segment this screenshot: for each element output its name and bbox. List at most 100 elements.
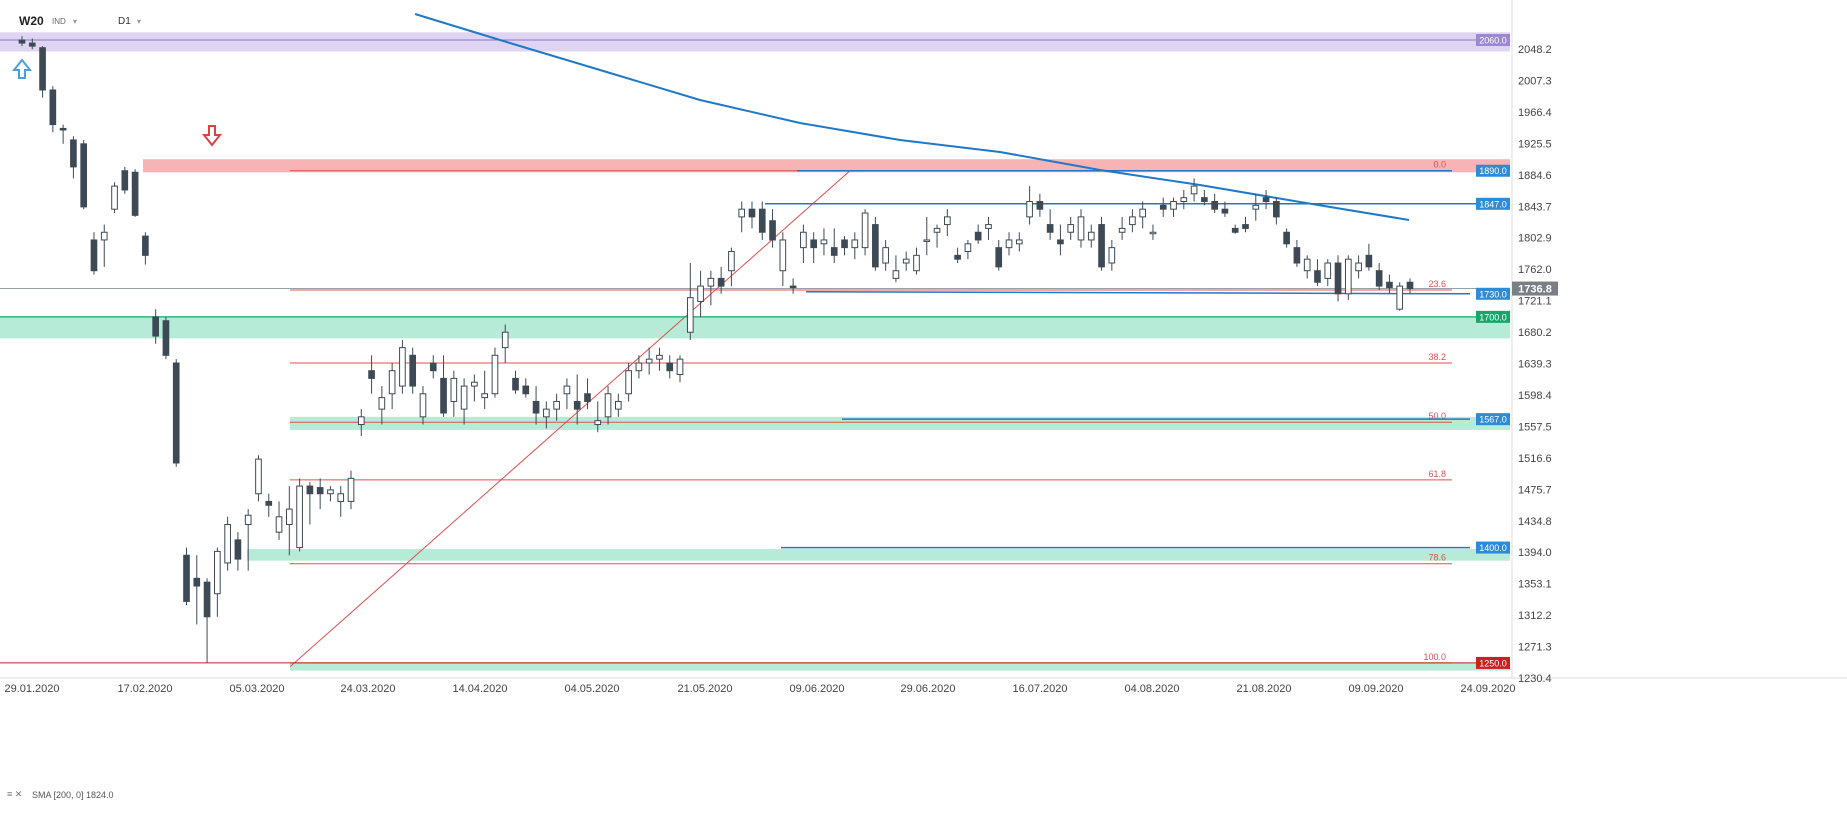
candle: [121, 166, 129, 194]
x-tick-label: 05.03.2020: [229, 683, 284, 695]
candle-body: [440, 377, 447, 414]
candle-body: [337, 493, 345, 502]
fib-label: 50.0: [1428, 411, 1446, 421]
candle-body: [892, 270, 900, 279]
candle: [902, 251, 910, 271]
candle-body: [1324, 262, 1332, 279]
candle-body: [584, 393, 591, 402]
candle: [1283, 228, 1290, 248]
level-tag-text: 1700.0: [1479, 312, 1507, 322]
candle: [697, 270, 704, 317]
candle-body: [1129, 216, 1136, 226]
candle-body: [1108, 247, 1116, 264]
candle: [1026, 186, 1033, 225]
candle: [841, 236, 848, 256]
zone-green: [290, 416, 1510, 430]
timeframe-caret-icon[interactable]: ▾: [137, 17, 142, 26]
candle-body: [645, 358, 653, 364]
candle-body: [471, 381, 478, 387]
candle: [1180, 189, 1188, 210]
candle: [604, 386, 612, 425]
x-tick-label: 09.09.2020: [1348, 683, 1403, 695]
timeframe-label[interactable]: D1: [118, 16, 131, 27]
candle: [347, 470, 355, 510]
candle-body: [131, 171, 139, 216]
current-price-tag: 1736.8: [1512, 281, 1558, 296]
level-tag-text: 1567.0: [1479, 415, 1507, 425]
candle: [964, 239, 972, 260]
candle: [234, 532, 242, 571]
candle-body: [162, 320, 170, 356]
candle: [1201, 189, 1208, 206]
y-tick-label: 1843.7: [1518, 201, 1552, 213]
candle-body: [80, 143, 88, 208]
candle: [645, 347, 653, 375]
candle: [1129, 209, 1136, 233]
candle: [59, 124, 67, 144]
candle-body: [111, 185, 118, 210]
level-tag-text: 2060.0: [1479, 36, 1507, 46]
level-tag: 1730.0: [1476, 287, 1510, 300]
candle-body: [1046, 224, 1054, 233]
level-tag: 1847.0: [1476, 197, 1510, 210]
candle: [779, 232, 787, 287]
candle-body: [327, 489, 334, 495]
candle: [1293, 239, 1301, 267]
candle: [203, 578, 211, 663]
candle-body: [820, 239, 828, 245]
level-tag: 1890.0: [1476, 164, 1510, 177]
candle: [1386, 274, 1393, 294]
candle: [892, 255, 900, 283]
candle: [316, 478, 324, 510]
candle-body: [70, 139, 77, 168]
candle-body: [1375, 270, 1383, 287]
level-tag: 1567.0: [1476, 413, 1510, 426]
candle-body: [1139, 208, 1147, 218]
candle: [1375, 263, 1383, 290]
y-tick-label: 1639.3: [1518, 359, 1552, 371]
sma-indicator-label: SMA [200, 0] 1824.0: [32, 790, 114, 800]
candle-body: [1149, 231, 1157, 235]
candle-body: [1180, 197, 1188, 202]
candle-body: [1386, 281, 1393, 289]
candle-body: [1036, 200, 1044, 210]
y-tick-label: 1762.0: [1518, 264, 1552, 276]
indicator-icons[interactable]: ≡ ✕: [7, 789, 23, 799]
candle: [429, 355, 437, 379]
candle-body: [450, 377, 458, 402]
candle-body: [1252, 204, 1260, 210]
arrow-up-icon: [11, 58, 33, 79]
y-tick-label: 1312.2: [1518, 610, 1552, 622]
candle-body: [1242, 224, 1249, 229]
x-tick-label: 21.08.2020: [1236, 683, 1291, 695]
candle-body: [810, 239, 818, 249]
candle-body: [872, 224, 879, 268]
candle-body: [214, 550, 221, 595]
candle-body: [779, 239, 787, 272]
symbol-caret-icon[interactable]: ▾: [73, 17, 78, 26]
candle-body: [933, 227, 941, 233]
candle-body: [553, 400, 560, 410]
candle-body: [1098, 224, 1105, 268]
fib-label: 61.8: [1428, 469, 1446, 479]
symbol-label[interactable]: W20: [19, 14, 44, 28]
candle: [296, 478, 303, 552]
candle-body: [378, 397, 386, 410]
x-tick-label: 04.08.2020: [1124, 683, 1179, 695]
candle: [1139, 201, 1147, 229]
x-tick-label: 24.03.2020: [340, 683, 395, 695]
candle-body: [306, 485, 314, 495]
candle: [738, 201, 746, 233]
candle: [1262, 189, 1270, 210]
candle-body: [1344, 258, 1352, 295]
candle: [28, 38, 36, 50]
candle: [450, 370, 458, 417]
candle-body: [203, 581, 211, 618]
candle-body: [1314, 270, 1321, 283]
fib-diagonal-line: [289, 170, 851, 668]
candle: [1170, 197, 1177, 217]
overlay-layer: 2060.0 1890.0 1847.0 1730.0 1700.0 1567.0 1400…: [11, 34, 1558, 669]
candle: [1355, 255, 1362, 279]
